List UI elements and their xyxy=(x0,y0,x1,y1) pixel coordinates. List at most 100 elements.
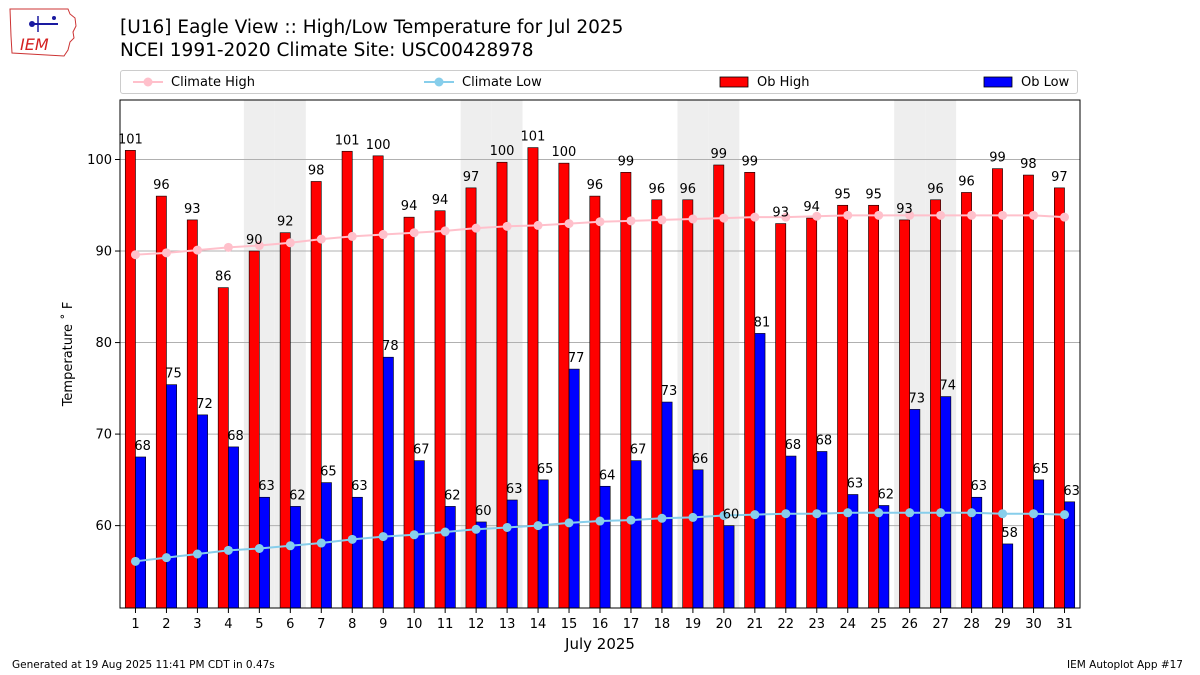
y-tick-label: 60 xyxy=(95,519,112,534)
ob-high-label: 100 xyxy=(552,145,577,160)
ob-low-label: 65 xyxy=(1032,462,1049,477)
x-tick-label: 30 xyxy=(1025,617,1042,632)
x-tick-label: 12 xyxy=(468,617,485,632)
x-tick-label: 8 xyxy=(348,617,356,632)
climate-low-point xyxy=(936,508,946,518)
ob-low-bar xyxy=(475,521,487,609)
app-credit: IEM Autoplot App #17 xyxy=(1067,659,1183,671)
legend-label: Climate High xyxy=(171,74,256,90)
climate-low-point xyxy=(285,541,295,551)
ob-high-bar xyxy=(620,172,632,609)
climate-low-point xyxy=(440,527,450,537)
ob-high-label: 96 xyxy=(649,182,666,197)
ob-low-label: 63 xyxy=(258,479,275,494)
x-tick-label: 16 xyxy=(592,617,609,632)
climate-high-point xyxy=(564,219,574,229)
climate-low-point xyxy=(254,544,264,554)
climate-high-point xyxy=(998,210,1008,220)
ob-low-label: 63 xyxy=(351,479,368,494)
iem-logo: IEM xyxy=(9,8,77,57)
ob-high-label: 94 xyxy=(803,200,820,215)
generated-timestamp: Generated at 19 Aug 2025 11:41 PM CDT in… xyxy=(12,659,275,671)
ob-high-bar xyxy=(930,199,941,609)
climate-low-point xyxy=(874,508,884,518)
climate-high-point xyxy=(967,210,977,220)
ob-high-bar xyxy=(589,195,601,609)
ob-high-label: 99 xyxy=(741,154,758,169)
ob-high-bar xyxy=(124,150,136,609)
ob-low-bar xyxy=(166,384,177,609)
ob-high-label: 97 xyxy=(1051,170,1068,185)
ob-low-label: 62 xyxy=(444,488,461,503)
ob-high-bar xyxy=(868,204,880,609)
ob-low-label: 68 xyxy=(816,433,833,448)
x-tick-label: 18 xyxy=(654,617,671,632)
y-tick-label: 90 xyxy=(95,245,112,260)
x-tick-label: 21 xyxy=(747,617,764,632)
x-tick-label: 1 xyxy=(131,617,139,632)
ob-low-bar xyxy=(940,396,952,609)
ob-low-bar xyxy=(599,485,611,609)
ob-low-label: 65 xyxy=(320,465,337,480)
ob-high-bar xyxy=(527,147,539,609)
ob-low-bar xyxy=(785,455,797,609)
ob-low-bar xyxy=(444,506,456,609)
chart-title: [U16] Eagle View :: High/Low Temperature… xyxy=(120,17,624,38)
ob-high-bar xyxy=(248,250,260,609)
ob-high-bar xyxy=(217,287,229,609)
climate-low-point xyxy=(626,515,636,525)
ob-high-label: 86 xyxy=(215,270,232,285)
ob-low-bar xyxy=(290,506,301,609)
ob-high-bar xyxy=(558,162,570,609)
ob-high-label: 93 xyxy=(896,202,913,217)
ob-high-bar xyxy=(837,204,849,609)
x-tick-label: 4 xyxy=(224,617,232,632)
climate-high-point xyxy=(843,210,853,220)
climate-low-point xyxy=(719,511,729,521)
ob-high-bar xyxy=(992,168,1003,609)
x-tick-label: 23 xyxy=(809,617,826,632)
legend-item-climate-high: Climate High xyxy=(133,71,255,93)
ob-low-bar xyxy=(1033,479,1045,609)
y-tick-label: 70 xyxy=(95,428,112,443)
climate-high-point xyxy=(347,231,357,241)
climate-high-point xyxy=(223,242,233,252)
chart-legend: Climate High Climate Low Ob High Ob Low xyxy=(120,70,1078,94)
ob-high-label: 94 xyxy=(401,199,418,214)
climate-high-point xyxy=(719,213,729,223)
ob-high-bar xyxy=(651,199,663,609)
legend-item-ob-low: Ob Low xyxy=(983,71,1069,93)
x-tick-label: 26 xyxy=(901,617,918,632)
ob-low-label: 63 xyxy=(1063,484,1080,499)
ob-high-label: 95 xyxy=(865,187,882,202)
ob-low-label: 73 xyxy=(661,384,678,399)
climate-low-point xyxy=(657,513,667,523)
climate-high-point xyxy=(1060,212,1070,222)
ob-low-bar xyxy=(568,368,580,609)
ob-high-label: 95 xyxy=(834,187,851,202)
ob-high-bar xyxy=(155,195,167,609)
ob-low-label: 62 xyxy=(878,487,895,502)
climate-low-point xyxy=(316,538,326,548)
ob-low-label: 64 xyxy=(599,468,616,483)
ob-high-bar xyxy=(403,216,415,609)
climate-high-point xyxy=(378,230,388,240)
climate-high-point xyxy=(409,228,419,238)
legend-item-ob-high: Ob High xyxy=(719,71,810,93)
x-tick-label: 13 xyxy=(499,617,516,632)
x-tick-label: 10 xyxy=(406,617,423,632)
climate-low-point xyxy=(967,508,977,518)
climate-high-point xyxy=(192,245,202,255)
climate-high-point xyxy=(750,212,760,222)
ob-high-label: 94 xyxy=(432,193,449,208)
climate-low-point xyxy=(471,524,481,534)
ob-low-bar xyxy=(816,451,828,609)
bar-series xyxy=(124,147,1076,609)
legend-label: Climate Low xyxy=(462,74,542,90)
ob-low-bar xyxy=(197,414,208,609)
x-tick-label: 31 xyxy=(1056,617,1073,632)
ob-high-bar xyxy=(682,199,694,609)
ob-low-label: 65 xyxy=(537,462,554,477)
climate-high-point xyxy=(595,217,605,227)
